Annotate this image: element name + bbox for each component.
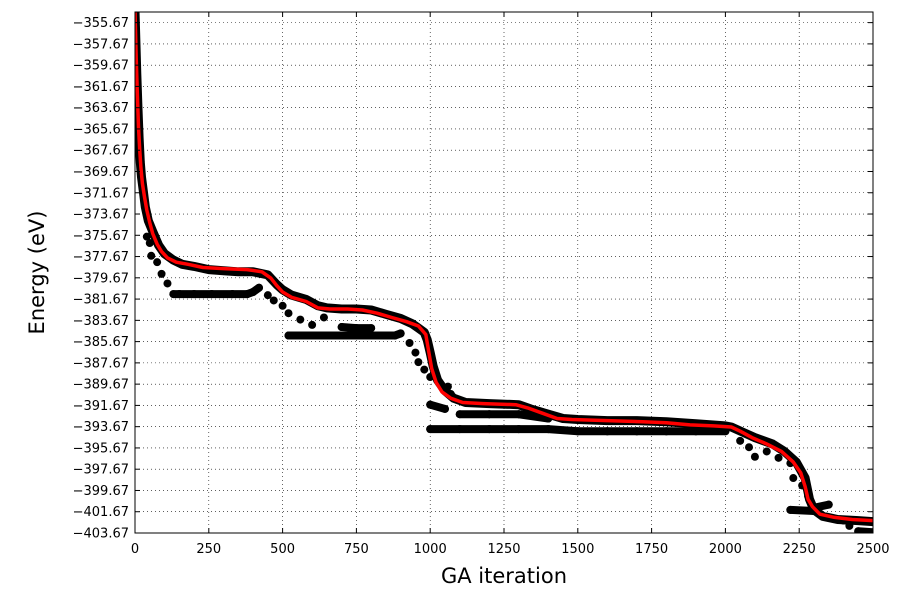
population-point xyxy=(145,239,154,248)
population-point xyxy=(745,443,754,452)
population-point xyxy=(163,279,172,288)
population-point xyxy=(269,296,278,305)
y-tick-label: −383.67 xyxy=(73,314,129,329)
population-band xyxy=(514,410,553,423)
y-tick-label: −393.67 xyxy=(73,420,129,435)
population-point xyxy=(774,453,783,462)
x-tick-label: 1750 xyxy=(635,542,668,557)
average-energy-line xyxy=(135,12,873,523)
y-tick-label: −357.67 xyxy=(73,37,129,52)
population-point xyxy=(789,474,798,483)
x-axis-title: GA iteration xyxy=(441,564,567,588)
x-tick-labels: 0 250 500 750 1000 1250 1500 1750 2000 2250 2500 xyxy=(131,542,890,557)
y-tick-label: −367.67 xyxy=(73,144,129,159)
y-tick-label: −377.67 xyxy=(73,250,129,265)
y-tick-label: −379.67 xyxy=(73,271,129,286)
y-tick-label: −395.67 xyxy=(73,441,129,456)
x-tick-label: 1000 xyxy=(414,542,447,557)
y-tick-label: −369.67 xyxy=(73,165,129,180)
axis-ticks xyxy=(134,12,874,534)
x-tick-label: 2250 xyxy=(783,542,816,557)
y-tick-label: −371.67 xyxy=(73,186,129,201)
population-point xyxy=(319,313,328,322)
population-band xyxy=(544,425,582,436)
x-tick-label: 250 xyxy=(196,542,221,557)
y-tick-label: −373.67 xyxy=(73,208,129,223)
population-point xyxy=(308,320,317,329)
y-tick-label: −387.67 xyxy=(73,356,129,371)
plot-area xyxy=(135,12,873,533)
y-tick-label: −381.67 xyxy=(73,293,129,308)
y-tick-label: −391.67 xyxy=(73,399,129,414)
population-point xyxy=(263,291,272,300)
y-tick-label: −375.67 xyxy=(73,229,129,244)
population-point xyxy=(278,301,287,310)
x-tick-label: 750 xyxy=(344,542,369,557)
population-point xyxy=(420,365,429,374)
x-tick-label: 2000 xyxy=(709,542,742,557)
x-tick-label: 2500 xyxy=(856,542,889,557)
y-tick-label: −389.67 xyxy=(73,378,129,393)
y-tick-label: −385.67 xyxy=(73,335,129,350)
population-point xyxy=(750,452,759,461)
y-tick-label: −397.67 xyxy=(73,463,129,478)
y-tick-label: −355.67 xyxy=(73,16,129,31)
y-tick-label: −365.67 xyxy=(73,122,129,137)
y-tick-label: −399.67 xyxy=(73,484,129,499)
population-point xyxy=(405,338,414,347)
population-point xyxy=(762,447,771,456)
population-point xyxy=(147,251,156,260)
y-tick-label: −361.67 xyxy=(73,80,129,95)
y-tick-label: −359.67 xyxy=(73,59,129,74)
y-axis-title: Energy (eV) xyxy=(25,211,49,335)
x-tick-label: 0 xyxy=(131,542,139,557)
population-point xyxy=(411,348,420,357)
population-point xyxy=(157,269,166,278)
population-point xyxy=(296,315,305,324)
population-band xyxy=(854,527,873,533)
y-tick-label: −403.67 xyxy=(73,527,129,542)
population-band xyxy=(249,283,263,296)
y-tick-label: −401.67 xyxy=(73,505,129,520)
population-point xyxy=(142,232,151,241)
y-tick-label: −363.67 xyxy=(73,101,129,116)
population-point xyxy=(153,258,162,267)
x-tick-label: 1250 xyxy=(487,542,520,557)
population-point xyxy=(736,436,745,445)
x-tick-label: 500 xyxy=(270,542,295,557)
population-point xyxy=(414,358,423,367)
population-point xyxy=(284,309,293,318)
x-tick-label: 1500 xyxy=(561,542,594,557)
y-tick-labels: −355.67 −357.67 −359.67 −361.67 −363.67 −365.… xyxy=(73,16,129,541)
population-band xyxy=(390,329,405,340)
population-band xyxy=(426,400,449,413)
